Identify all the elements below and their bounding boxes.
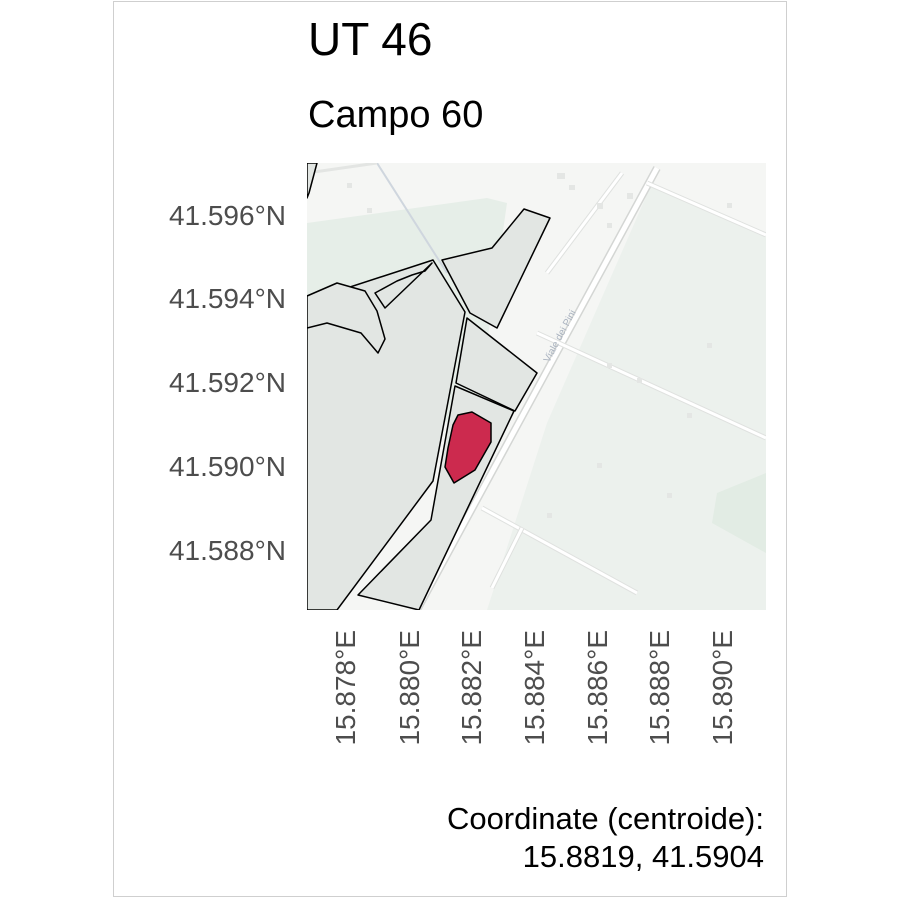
x-tick-label: 15.878°E bbox=[330, 630, 361, 746]
map-svg: Viale dei Pini bbox=[307, 163, 766, 610]
parcel-north-east[interactable] bbox=[441, 208, 551, 329]
parcel-large-west[interactable] bbox=[307, 259, 466, 610]
parcel-middle[interactable] bbox=[455, 317, 538, 412]
road-network bbox=[307, 163, 766, 610]
caption-line-1: Coordinate (centroide): bbox=[446, 801, 764, 836]
building-dots bbox=[347, 173, 732, 518]
map-subtitle: Campo 60 bbox=[308, 94, 484, 136]
y-tick-label: 41.590°N bbox=[168, 451, 286, 482]
y-tick-label: 41.592°N bbox=[168, 367, 286, 398]
x-tick-label: 15.884°E bbox=[519, 630, 550, 746]
x-tick-label: 15.890°E bbox=[707, 630, 738, 746]
y-tick-label: 41.588°N bbox=[168, 535, 286, 566]
green-area-small bbox=[712, 473, 766, 553]
map-panel[interactable]: Viale dei Pini bbox=[307, 163, 766, 610]
x-tick-label: 15.880°E bbox=[394, 630, 425, 746]
centroid-caption: Coordinate (centroide): 15.8819, 41.5904 bbox=[447, 800, 764, 876]
x-tick-label: 15.888°E bbox=[644, 630, 675, 746]
parcel-north-small[interactable] bbox=[374, 262, 433, 309]
green-area-east bbox=[487, 183, 766, 610]
y-tick-label: 41.594°N bbox=[168, 283, 286, 314]
y-tick-label: 41.596°N bbox=[168, 200, 286, 231]
caption-line-2: 15.8819, 41.5904 bbox=[522, 839, 764, 875]
parcel-west-small[interactable] bbox=[307, 282, 386, 354]
highlighted-parcel[interactable] bbox=[444, 411, 492, 484]
map-title: UT 46 bbox=[308, 13, 433, 65]
x-tick-label: 15.882°E bbox=[456, 630, 487, 746]
x-tick-label: 15.886°E bbox=[582, 630, 613, 746]
parcel-corner[interactable] bbox=[307, 163, 318, 199]
